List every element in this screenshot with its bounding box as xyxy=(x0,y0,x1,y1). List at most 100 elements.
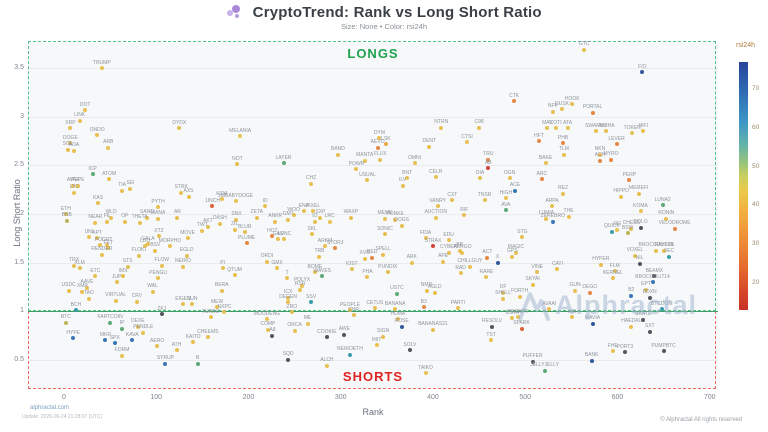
data-point[interactable] xyxy=(489,338,494,343)
data-point[interactable] xyxy=(347,352,352,357)
data-point[interactable] xyxy=(155,344,160,349)
data-point[interactable] xyxy=(275,266,280,271)
data-point[interactable] xyxy=(513,188,518,193)
data-point[interactable] xyxy=(103,338,108,343)
data-point[interactable] xyxy=(99,66,104,71)
data-point[interactable] xyxy=(125,264,130,269)
data-point[interactable] xyxy=(375,145,380,150)
data-point[interactable] xyxy=(604,129,609,134)
data-point[interactable] xyxy=(93,220,98,225)
data-point[interactable] xyxy=(113,298,118,303)
data-point[interactable] xyxy=(385,270,390,275)
data-point[interactable] xyxy=(90,172,95,177)
data-point[interactable] xyxy=(561,191,566,196)
data-point[interactable] xyxy=(309,300,314,305)
data-point[interactable] xyxy=(636,191,641,196)
data-point[interactable] xyxy=(342,332,347,337)
data-point[interactable] xyxy=(467,264,472,269)
data-point[interactable] xyxy=(519,326,524,331)
data-point[interactable] xyxy=(629,324,634,329)
data-point[interactable] xyxy=(362,158,367,163)
data-point[interactable] xyxy=(185,236,190,241)
data-point[interactable] xyxy=(597,152,602,157)
data-point[interactable] xyxy=(270,333,275,338)
data-point[interactable] xyxy=(507,176,512,181)
data-point[interactable] xyxy=(512,99,517,104)
data-point[interactable] xyxy=(324,363,329,368)
data-point[interactable] xyxy=(195,361,200,366)
data-point[interactable] xyxy=(156,216,161,221)
data-point[interactable] xyxy=(610,349,615,354)
data-point[interactable] xyxy=(412,161,417,166)
data-point[interactable] xyxy=(484,275,489,280)
data-point[interactable] xyxy=(312,219,317,224)
data-point[interactable] xyxy=(587,290,592,295)
data-point[interactable] xyxy=(68,141,73,146)
data-point[interactable] xyxy=(265,327,270,332)
data-point[interactable] xyxy=(242,230,247,235)
data-point[interactable] xyxy=(561,152,566,157)
data-point[interactable] xyxy=(399,324,404,329)
data-point[interactable] xyxy=(458,271,463,276)
data-point[interactable] xyxy=(80,289,85,294)
data-point[interactable] xyxy=(159,263,164,268)
data-point[interactable] xyxy=(441,259,446,264)
data-point[interactable] xyxy=(362,256,367,261)
data-point[interactable] xyxy=(482,198,487,203)
data-point[interactable] xyxy=(629,293,634,298)
data-point[interactable] xyxy=(232,227,237,232)
data-point[interactable] xyxy=(399,223,404,228)
data-point[interactable] xyxy=(520,235,525,240)
data-point[interactable] xyxy=(120,353,125,358)
data-point[interactable] xyxy=(638,209,643,214)
data-point[interactable] xyxy=(72,190,77,195)
data-point[interactable] xyxy=(597,158,602,163)
data-point[interactable] xyxy=(120,326,125,331)
data-point[interactable] xyxy=(128,186,133,191)
data-point[interactable] xyxy=(219,288,224,293)
data-point[interactable] xyxy=(292,328,297,333)
data-point[interactable] xyxy=(135,324,140,329)
data-point[interactable] xyxy=(263,204,268,209)
data-point[interactable] xyxy=(354,167,359,172)
data-point[interactable] xyxy=(143,244,148,249)
data-point[interactable] xyxy=(432,290,437,295)
data-point[interactable] xyxy=(433,215,438,220)
data-point[interactable] xyxy=(275,237,280,242)
alphractal-site-link[interactable]: alphractal.com xyxy=(30,405,70,411)
data-point[interactable] xyxy=(219,197,224,202)
data-point[interactable] xyxy=(71,183,76,188)
data-point[interactable] xyxy=(381,252,386,257)
data-point[interactable] xyxy=(489,324,494,329)
data-point[interactable] xyxy=(542,368,547,373)
data-point[interactable] xyxy=(282,237,287,242)
data-point[interactable] xyxy=(112,341,117,346)
data-point[interactable] xyxy=(77,266,82,271)
data-point[interactable] xyxy=(614,142,619,147)
data-point[interactable] xyxy=(324,335,329,340)
data-point[interactable] xyxy=(622,350,627,355)
data-point[interactable] xyxy=(83,108,88,113)
data-point[interactable] xyxy=(407,348,412,353)
data-point[interactable] xyxy=(421,305,426,310)
data-point[interactable] xyxy=(662,248,667,253)
data-point[interactable] xyxy=(619,194,624,199)
data-point[interactable] xyxy=(159,312,164,317)
data-point[interactable] xyxy=(555,267,560,272)
data-point[interactable] xyxy=(394,291,399,296)
data-point[interactable] xyxy=(122,219,127,224)
data-point[interactable] xyxy=(608,157,613,162)
data-point[interactable] xyxy=(184,253,189,258)
data-point[interactable] xyxy=(573,288,578,293)
data-point[interactable] xyxy=(372,306,377,311)
data-point[interactable] xyxy=(535,270,540,275)
data-point[interactable] xyxy=(205,224,210,229)
data-point[interactable] xyxy=(374,343,379,348)
data-point[interactable] xyxy=(120,188,125,193)
data-point[interactable] xyxy=(86,296,91,301)
data-point[interactable] xyxy=(545,126,550,131)
data-point[interactable] xyxy=(423,236,428,241)
data-point[interactable] xyxy=(641,129,646,134)
data-point[interactable] xyxy=(180,264,185,269)
data-point[interactable] xyxy=(335,152,340,157)
